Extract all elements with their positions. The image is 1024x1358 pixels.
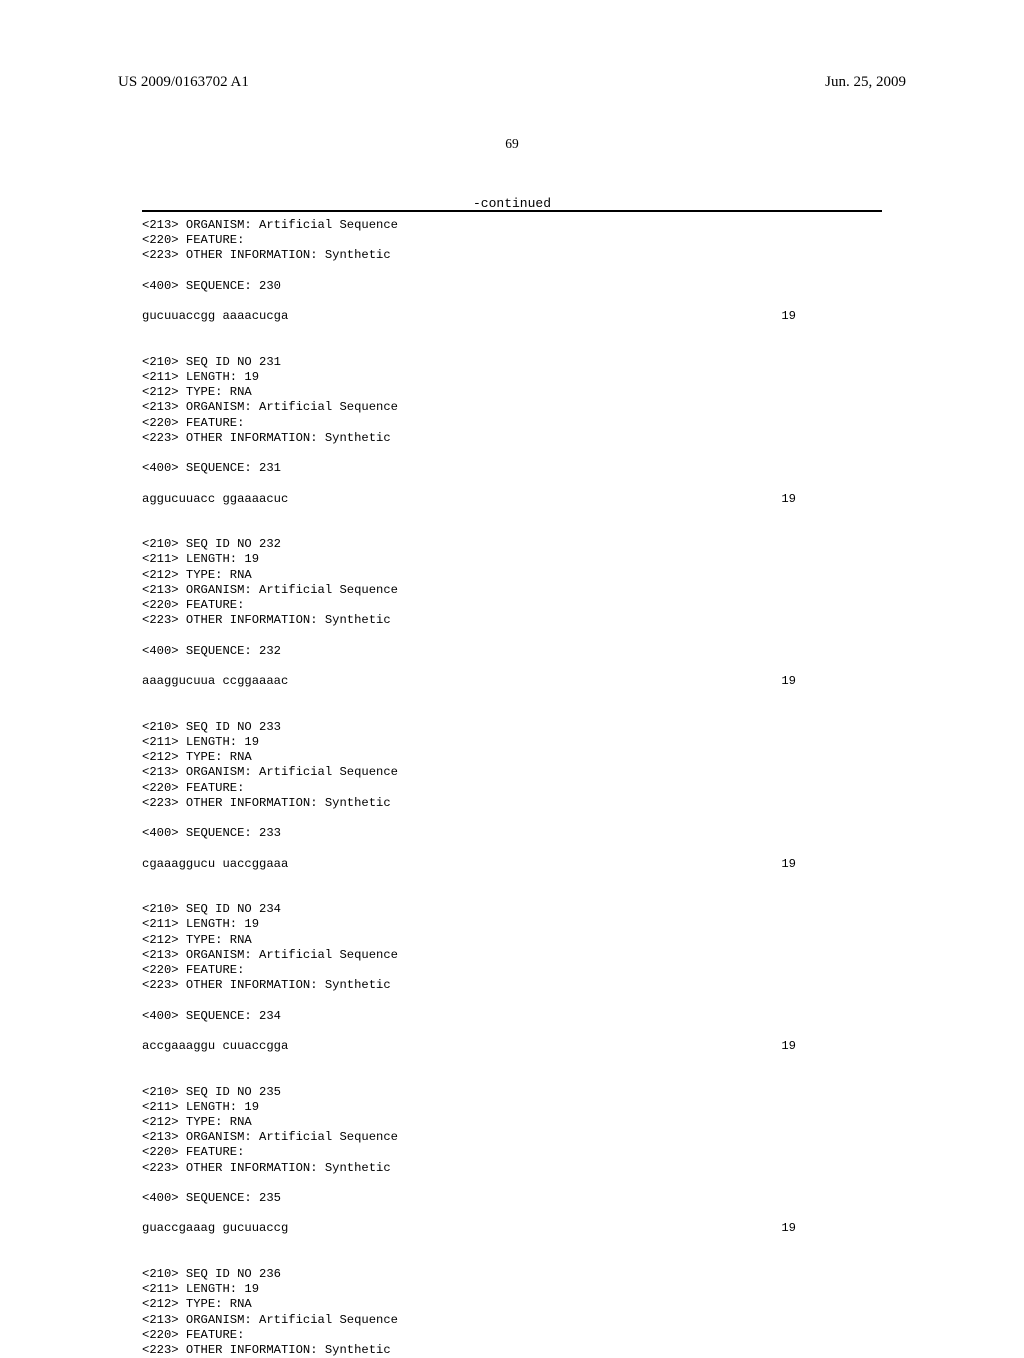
sequence-meta-line: <213> ORGANISM: Artificial Sequence: [142, 400, 882, 415]
sequence-meta-line: <220> FEATURE:: [142, 1328, 882, 1343]
sequence-meta-line: <212> TYPE: RNA: [142, 385, 882, 400]
sequence-text: cgaaaggucu uaccggaaa: [142, 857, 288, 871]
sequence-label: <400> SEQUENCE: 231: [142, 461, 882, 476]
blank-line: [142, 264, 882, 279]
sequence-meta-line: <211> LENGTH: 19: [142, 735, 882, 750]
sequence-length: 19: [781, 1039, 796, 1054]
sequence-line: aaaggucuua ccggaaaac 19: [142, 674, 882, 689]
sequence-meta-line: <212> TYPE: RNA: [142, 568, 882, 583]
sequence-text: aggucuuacc ggaaaacuc: [142, 492, 288, 506]
sequence-meta-line: <223> OTHER INFORMATION: Synthetic: [142, 1161, 882, 1176]
blank-line: [142, 993, 882, 1008]
sequence-meta-line: <211> LENGTH: 19: [142, 1100, 882, 1115]
sequence-meta-line: <223> OTHER INFORMATION: Synthetic: [142, 796, 882, 811]
blank-line: [142, 1206, 882, 1221]
sequence-label: <400> SEQUENCE: 232: [142, 644, 882, 659]
sequence-meta-line: <211> LENGTH: 19: [142, 552, 882, 567]
sequence-meta-line: <213> ORGANISM: Artificial Sequence: [142, 583, 882, 598]
blank-line: [142, 1054, 882, 1069]
sequence-meta-line: <210> SEQ ID NO 236: [142, 1267, 882, 1282]
blank-line: [142, 689, 882, 704]
continued-label: -continued: [0, 196, 1024, 211]
sequence-line: guaccgaaag gucuuaccg 19: [142, 1221, 882, 1236]
blank-line: [142, 507, 882, 522]
sequence-meta-line: <213> ORGANISM: Artificial Sequence: [142, 1313, 882, 1328]
blank-line: [142, 1176, 882, 1191]
blank-line: [142, 340, 882, 355]
sequence-line: aggucuuacc ggaaaacuc 19: [142, 492, 882, 507]
blank-line: [142, 705, 882, 720]
blank-line: [142, 1069, 882, 1084]
blank-line: [142, 1024, 882, 1039]
sequence-meta-line: <223> OTHER INFORMATION: Synthetic: [142, 248, 882, 263]
blank-line: [142, 294, 882, 309]
sequence-meta-line: <220> FEATURE:: [142, 233, 882, 248]
sequence-meta-line: <211> LENGTH: 19: [142, 370, 882, 385]
blank-line: [142, 811, 882, 826]
sequence-text: accgaaaggu cuuaccgga: [142, 1039, 288, 1053]
sequence-meta-line: <223> OTHER INFORMATION: Synthetic: [142, 431, 882, 446]
sequence-meta-line: <212> TYPE: RNA: [142, 1297, 882, 1312]
sequence-text: gucuuaccgg aaaacucga: [142, 309, 288, 323]
blank-line: [142, 1237, 882, 1252]
sequence-label: <400> SEQUENCE: 230: [142, 279, 882, 294]
sequence-line: accgaaaggu cuuaccgga 19: [142, 1039, 882, 1054]
sequence-meta-line: <223> OTHER INFORMATION: Synthetic: [142, 1343, 882, 1358]
sequence-text: aaaggucuua ccggaaaac: [142, 674, 288, 688]
sequence-meta-line: <211> LENGTH: 19: [142, 917, 882, 932]
blank-line: [142, 522, 882, 537]
sequence-meta-line: <220> FEATURE:: [142, 781, 882, 796]
sequence-listing: <213> ORGANISM: Artificial Sequence<220>…: [142, 218, 882, 1358]
publication-number: US 2009/0163702 A1: [118, 74, 249, 91]
sequence-meta-line: <213> ORGANISM: Artificial Sequence: [142, 218, 882, 233]
sequence-meta-line: <213> ORGANISM: Artificial Sequence: [142, 948, 882, 963]
sequence-length: 19: [781, 674, 796, 689]
sequence-label: <400> SEQUENCE: 235: [142, 1191, 882, 1206]
sequence-meta-line: <220> FEATURE:: [142, 1145, 882, 1160]
sequence-meta-line: <212> TYPE: RNA: [142, 750, 882, 765]
sequence-meta-line: <210> SEQ ID NO 233: [142, 720, 882, 735]
blank-line: [142, 872, 882, 887]
sequence-meta-line: <210> SEQ ID NO 231: [142, 355, 882, 370]
sequence-meta-line: <212> TYPE: RNA: [142, 933, 882, 948]
sequence-length: 19: [781, 309, 796, 324]
blank-line: [142, 841, 882, 856]
sequence-meta-line: <210> SEQ ID NO 235: [142, 1085, 882, 1100]
sequence-meta-line: <212> TYPE: RNA: [142, 1115, 882, 1130]
sequence-length: 19: [781, 857, 796, 872]
sequence-meta-line: <213> ORGANISM: Artificial Sequence: [142, 765, 882, 780]
divider-line: [142, 210, 882, 212]
sequence-meta-line: <220> FEATURE:: [142, 416, 882, 431]
sequence-meta-line: <213> ORGANISM: Artificial Sequence: [142, 1130, 882, 1145]
publication-date: Jun. 25, 2009: [825, 74, 906, 91]
sequence-meta-line: <220> FEATURE:: [142, 598, 882, 613]
blank-line: [142, 324, 882, 339]
sequence-label: <400> SEQUENCE: 234: [142, 1009, 882, 1024]
blank-line: [142, 659, 882, 674]
blank-line: [142, 887, 882, 902]
sequence-meta-line: <223> OTHER INFORMATION: Synthetic: [142, 613, 882, 628]
sequence-text: guaccgaaag gucuuaccg: [142, 1221, 288, 1235]
blank-line: [142, 446, 882, 461]
sequence-meta-line: <223> OTHER INFORMATION: Synthetic: [142, 978, 882, 993]
sequence-length: 19: [781, 1221, 796, 1236]
sequence-line: cgaaaggucu uaccggaaa 19: [142, 857, 882, 872]
sequence-meta-line: <210> SEQ ID NO 234: [142, 902, 882, 917]
sequence-length: 19: [781, 492, 796, 507]
blank-line: [142, 628, 882, 643]
sequence-meta-line: <211> LENGTH: 19: [142, 1282, 882, 1297]
blank-line: [142, 476, 882, 491]
page-number: 69: [0, 136, 1024, 152]
blank-line: [142, 1252, 882, 1267]
sequence-meta-line: <210> SEQ ID NO 232: [142, 537, 882, 552]
sequence-label: <400> SEQUENCE: 233: [142, 826, 882, 841]
sequence-line: gucuuaccgg aaaacucga 19: [142, 309, 882, 324]
sequence-meta-line: <220> FEATURE:: [142, 963, 882, 978]
